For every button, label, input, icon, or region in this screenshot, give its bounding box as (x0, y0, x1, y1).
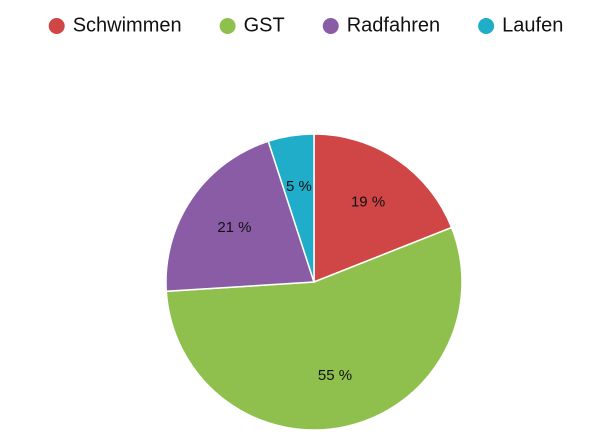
slice-label: 55 % (318, 367, 352, 384)
pie-slice (165, 226, 463, 431)
legend-label: Radfahren (347, 14, 440, 36)
pie-slice (313, 133, 453, 284)
slice-label: 19 % (351, 193, 385, 210)
legend-marker (219, 18, 236, 34)
legend-marker (48, 18, 65, 34)
slice-label: 21 % (217, 219, 251, 236)
legend-label: GST (244, 14, 285, 36)
legend-label: Schwimmen (73, 14, 182, 36)
pie-slice (165, 140, 316, 293)
legend-marker (322, 18, 339, 34)
legend-label: Laufen (502, 14, 563, 36)
pie-slice (267, 133, 315, 283)
legend-marker (478, 18, 495, 34)
slice-label: 5 % (286, 178, 312, 195)
